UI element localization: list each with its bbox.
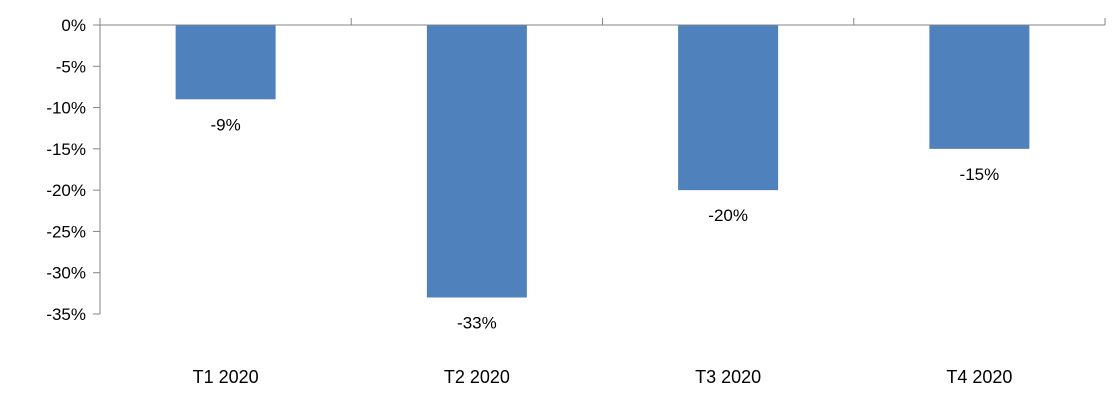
labels-layer: 0% -5% -10% -15% -20% -25% -30% -35% -9% -33% -20%… bbox=[46, 16, 1012, 387]
y-tick-label: -20% bbox=[46, 181, 86, 200]
bar-4 bbox=[929, 25, 1030, 149]
axes-layer bbox=[93, 18, 1106, 315]
data-label-4: -15% bbox=[960, 165, 1000, 184]
data-label-2: -33% bbox=[457, 313, 497, 332]
y-tick-label: -10% bbox=[46, 99, 86, 118]
y-tick-label: -35% bbox=[46, 305, 86, 324]
y-tick-label: -5% bbox=[56, 57, 86, 76]
y-tick-label: 0% bbox=[61, 16, 86, 35]
category-label-1: T1 2020 bbox=[193, 367, 259, 387]
y-tick-label: -30% bbox=[46, 264, 86, 283]
data-label-3: -20% bbox=[708, 206, 748, 225]
bar-1 bbox=[175, 25, 276, 100]
data-label-1: -9% bbox=[211, 115, 241, 134]
y-tick-label: -25% bbox=[46, 222, 86, 241]
bar-3 bbox=[678, 25, 779, 191]
bar-2 bbox=[426, 25, 527, 298]
category-label-4: T4 2020 bbox=[946, 367, 1012, 387]
category-label-3: T3 2020 bbox=[695, 367, 761, 387]
category-label-2: T2 2020 bbox=[444, 367, 510, 387]
bars-layer bbox=[175, 25, 1030, 298]
y-tick-label: -15% bbox=[46, 140, 86, 159]
